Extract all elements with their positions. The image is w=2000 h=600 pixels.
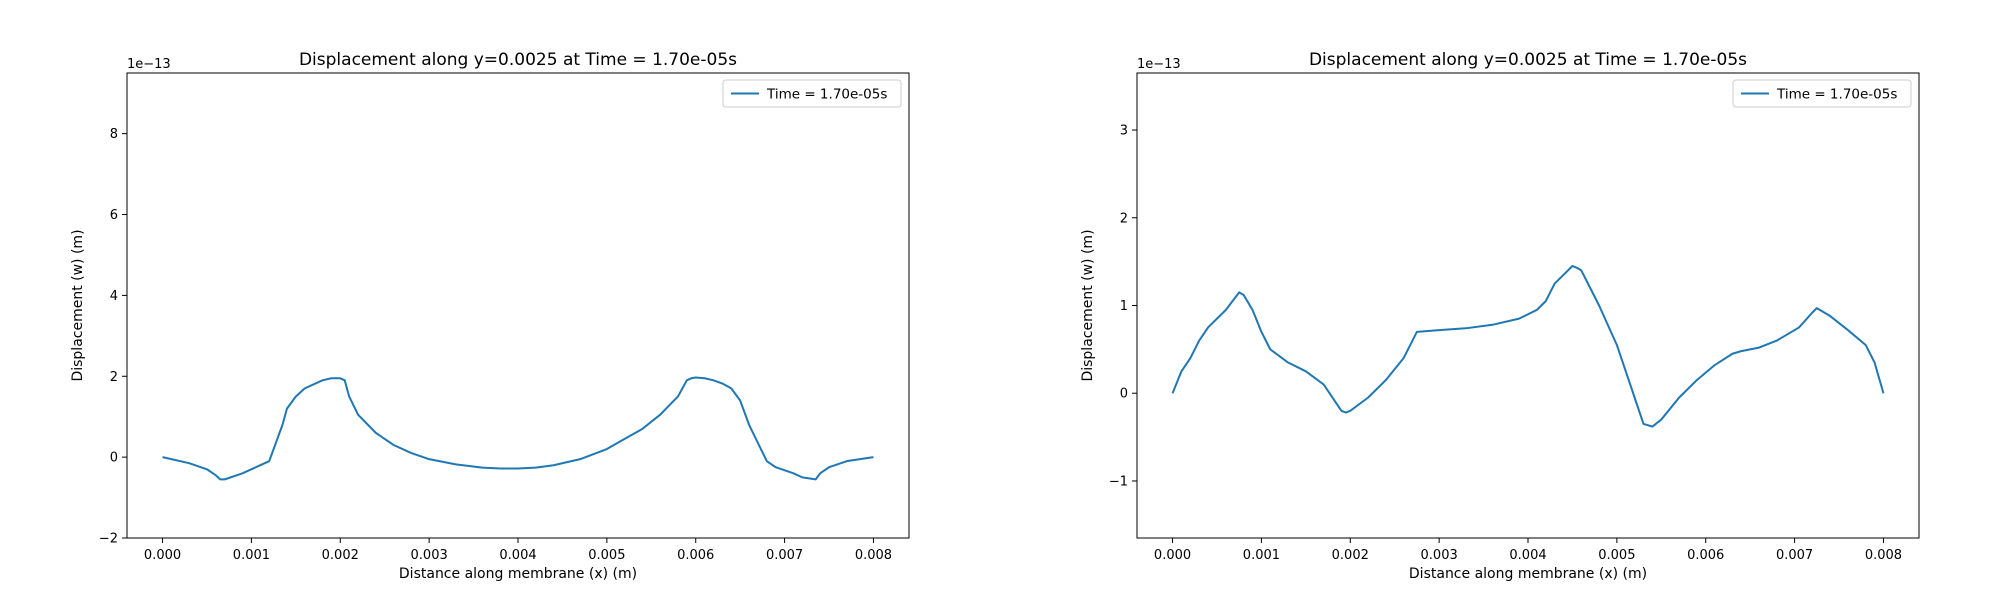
x-tick-label: 0.000	[144, 548, 181, 563]
y-axis-label: Displacement (w) (m)	[70, 229, 86, 381]
x-tick-label: 0.002	[1332, 548, 1369, 563]
y-offset-label: 1e−13	[127, 57, 171, 72]
y-axis-label: Displacement (w) (m)	[1080, 229, 1096, 381]
y-tick-label: 2	[110, 370, 118, 385]
y-tick-label: 1	[1120, 299, 1128, 314]
x-tick-label: 0.002	[322, 548, 359, 563]
x-axis-label: Distance along membrane (x) (m)	[1409, 566, 1647, 582]
y-tick-label: 3	[1120, 124, 1128, 139]
x-tick-label: 0.003	[1421, 548, 1458, 563]
x-tick-label: 0.001	[1243, 548, 1280, 563]
y-tick-label: −1	[1109, 474, 1128, 489]
chart-title: Displacement along y=0.0025 at Time = 1.…	[1309, 50, 1747, 70]
x-tick-label: 0.006	[677, 548, 714, 563]
legend-box	[1732, 79, 1912, 108]
x-tick-label: 0.005	[1598, 548, 1635, 563]
y-tick-label: 0	[1120, 387, 1128, 402]
x-tick-label: 0.006	[1687, 548, 1724, 563]
y-offset-label: 1e−13	[1137, 57, 1181, 72]
y-tick-label: 4	[110, 289, 118, 304]
x-tick-label: 0.004	[1509, 548, 1546, 563]
x-tick-label: 0.005	[588, 548, 625, 563]
plot-frame	[1136, 72, 1920, 539]
x-tick-label: 0.003	[411, 548, 448, 563]
y-tick-label: −2	[99, 532, 118, 547]
legend-label: Time = 1.70e-05s	[766, 87, 887, 103]
x-tick-label: 0.008	[855, 548, 892, 563]
x-tick-label: 0.007	[766, 548, 803, 563]
y-tick-label: 0	[110, 451, 118, 466]
y-tick-label: 8	[110, 127, 118, 142]
x-tick-label: 0.004	[499, 548, 536, 563]
y-tick-label: 6	[110, 208, 118, 223]
x-axis-label: Distance along membrane (x) (m)	[399, 566, 637, 582]
chart-left: 0.000 0.001 0.002 0.003 0.004 0.005 0.006 0.007…	[70, 50, 910, 582]
x-tick-label: 0.001	[233, 548, 270, 563]
x-tick-label: 0.000	[1154, 548, 1191, 563]
x-tick-label: 0.008	[1865, 548, 1902, 563]
legend-label: Time = 1.70e-05s	[1776, 87, 1897, 103]
series-line	[162, 376, 874, 481]
y-tick-label: 2	[1120, 211, 1128, 226]
legend-box	[722, 79, 902, 108]
x-tick-label: 0.007	[1776, 548, 1813, 563]
chart-right: 0.000 0.001 0.002 0.003 0.004 0.005 0.006 0.007…	[1080, 50, 1920, 582]
series-line	[1171, 265, 1885, 428]
chart-title: Displacement along y=0.0025 at Time = 1.…	[299, 50, 737, 70]
